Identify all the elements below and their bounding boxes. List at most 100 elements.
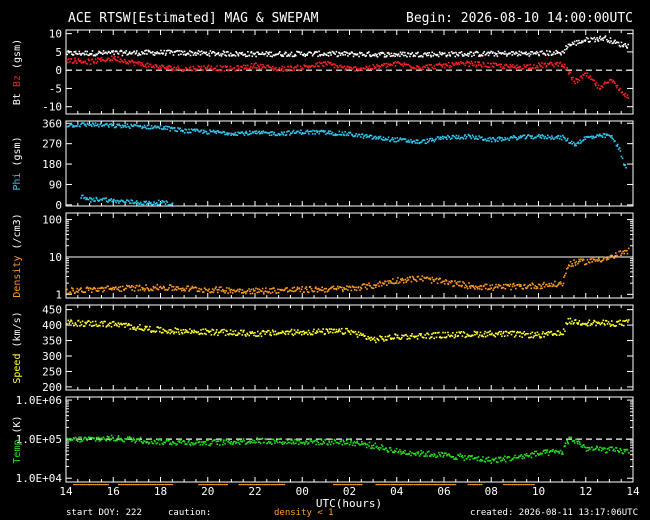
data-point — [400, 453, 402, 455]
data-point — [262, 63, 264, 66]
data-point — [439, 336, 441, 338]
data-point — [243, 134, 246, 136]
data-point — [530, 67, 532, 70]
data-point — [256, 64, 259, 66]
data-point — [396, 336, 398, 339]
data-point — [171, 68, 173, 70]
data-point — [387, 136, 390, 138]
data-point — [114, 126, 117, 129]
data-point — [214, 439, 216, 441]
data-point — [109, 59, 112, 61]
data-point — [604, 136, 606, 139]
data-point — [614, 255, 616, 257]
data-point — [282, 55, 285, 58]
data-point — [370, 67, 372, 70]
data-point — [490, 287, 493, 289]
data-point — [354, 330, 357, 333]
data-point — [280, 54, 282, 56]
data-point — [117, 286, 120, 289]
data-point — [427, 333, 430, 336]
data-point — [138, 53, 141, 56]
data-point — [473, 64, 475, 66]
data-point — [69, 124, 71, 126]
data-point — [164, 330, 166, 332]
data-point — [286, 287, 288, 289]
data-point — [353, 440, 356, 443]
data-point — [456, 137, 458, 140]
data-point — [170, 50, 173, 53]
data-point — [271, 68, 273, 70]
data-point — [218, 286, 221, 289]
data-point — [230, 134, 232, 136]
data-point — [474, 457, 476, 459]
data-point — [564, 442, 567, 444]
data-point — [294, 53, 296, 56]
data-point — [553, 285, 555, 287]
data-point — [213, 131, 216, 134]
data-point — [207, 290, 209, 292]
data-point — [291, 333, 293, 335]
data-point — [339, 330, 342, 333]
data-point — [535, 50, 538, 53]
data-point — [118, 60, 120, 63]
data-point — [403, 54, 405, 57]
x-tick-label: 20 — [201, 485, 214, 498]
caution-mark — [413, 484, 416, 486]
data-point — [441, 281, 443, 283]
data-point — [219, 65, 222, 67]
data-point — [204, 52, 207, 55]
data-point — [589, 258, 592, 261]
data-point — [619, 319, 621, 322]
data-point — [474, 288, 476, 290]
data-point — [468, 335, 471, 337]
data-point — [545, 283, 547, 286]
data-point — [392, 338, 395, 340]
data-point — [165, 200, 168, 202]
data-point — [111, 288, 113, 291]
data-point — [285, 134, 288, 136]
data-point — [377, 447, 379, 450]
data-point — [501, 137, 504, 139]
data-point — [280, 69, 282, 71]
data-point — [620, 155, 623, 158]
data-point — [429, 137, 432, 140]
data-point — [562, 65, 565, 68]
series-phi-points — [66, 122, 627, 169]
data-point — [289, 53, 292, 55]
caution-mark — [522, 484, 525, 486]
data-point — [342, 333, 344, 335]
data-point — [147, 50, 150, 53]
data-point — [518, 136, 520, 138]
data-point — [469, 62, 472, 65]
data-point — [331, 440, 333, 443]
data-point — [181, 332, 184, 335]
data-point — [379, 135, 382, 138]
x-tick-labels: 14 16 18 20 22 00 02 04 06 08 10 12 14 — [59, 485, 640, 498]
data-point — [533, 335, 535, 337]
data-point — [141, 127, 143, 130]
data-point — [263, 292, 265, 295]
data-point — [283, 332, 286, 335]
data-point — [84, 50, 87, 53]
data-point — [417, 334, 420, 337]
data-point — [293, 286, 296, 289]
data-point — [471, 134, 474, 136]
data-point — [474, 333, 476, 336]
data-point — [214, 287, 217, 290]
data-point — [521, 457, 524, 460]
data-point — [404, 54, 407, 57]
data-point — [449, 455, 452, 458]
data-point — [232, 133, 234, 135]
data-point — [69, 321, 71, 323]
data-point — [123, 323, 126, 325]
data-point — [524, 283, 526, 286]
data-point — [360, 136, 362, 138]
data-point — [217, 440, 220, 442]
data-point — [125, 287, 127, 290]
data-point — [108, 199, 110, 202]
caution-mark — [244, 484, 247, 486]
data-point — [300, 441, 303, 444]
data-point — [511, 285, 514, 288]
data-point — [124, 124, 127, 127]
